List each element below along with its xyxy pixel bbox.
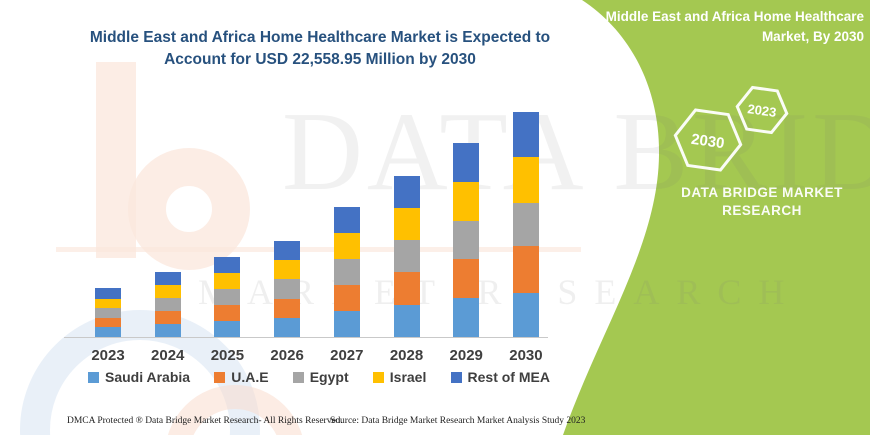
year-label-2023: 2023 [91,347,125,364]
bar-segment [512,157,539,203]
year-label-2025: 2025 [210,347,245,364]
faint-logo-underline [56,247,581,252]
hexagon-2030: 2030 [673,108,743,172]
bar-segment [214,288,241,305]
year-label-2030: 2030 [509,347,543,364]
x-axis-labels: 2023 2024 2025 2026 2027 2028 2029 2030 [88,347,546,364]
bar-segment [453,220,480,260]
bar-segment [333,310,360,337]
bar-segment [95,317,121,328]
legend-label: U.A.E [231,369,269,385]
bar-segment [393,208,420,241]
legend-item: U.A.E [214,369,269,385]
bar-column-2025 [207,257,247,337]
bar-segment [214,273,241,289]
bar-stack [393,175,420,337]
legend-swatch-icon [292,371,304,383]
bar-segment [274,260,301,280]
bar-segment [274,298,301,318]
bar-column-2027 [327,206,367,337]
bar-segment [393,175,420,209]
bar-segment [95,298,121,309]
bar-segment [512,293,539,337]
bar-segment [154,298,181,311]
bar-column-2029 [446,142,486,337]
bar-column-2030 [506,112,546,337]
bar-column-2026 [267,241,307,337]
legend-label: Egypt [309,369,349,385]
legend-item: Israel [372,369,427,385]
bar-segment [512,246,539,294]
legend-label: Saudi Arabia [105,369,191,385]
dmca-notice: DMCA Protected ® Data Bridge Market Rese… [67,416,343,426]
hexagon-2023-label: 2023 [747,101,778,120]
source-note: Source: Data Bridge Market Research Mark… [330,416,586,426]
bar-segment [274,241,301,261]
legend-swatch-icon [88,371,99,383]
bar-segment [453,142,480,182]
legend-swatch-icon [214,371,226,383]
year-label-2028: 2028 [389,347,424,364]
bar-segment [274,279,301,299]
year-label-2026: 2026 [270,347,304,364]
bar-segment [453,259,480,298]
bar-column-2024 [148,272,188,337]
bar-segment [95,308,121,318]
bar-segment [453,181,480,221]
bar-stack [453,142,480,337]
x-axis-line [64,337,548,338]
bar-stack [512,112,539,337]
bar-stack [274,241,301,337]
bar-segment [214,257,241,274]
bar-segment [333,206,360,233]
legend-label: Israel [389,369,427,385]
hexagon-2030-label: 2030 [690,131,725,152]
bar-segment [333,284,360,311]
bar-segment [154,323,181,337]
bar-stack [95,287,121,337]
side-panel-title: Middle East and Africa Home Healthcare M… [605,9,864,44]
bar-segment [95,327,121,337]
bar-chart-plot-area [88,107,546,337]
hexagon-2023: 2023 [735,85,789,135]
year-label-2029: 2029 [449,347,483,364]
bar-segment [333,232,360,259]
year-hexagons: 2030 2023 [673,85,789,172]
legend-swatch-icon [372,371,384,383]
watermark-text-top: DATA BRIDGE [282,90,870,214]
bar-segment [214,320,241,337]
bar-segment [154,310,181,324]
bar-stack [154,272,181,337]
green-panel-shape [563,0,870,435]
bar-segment [393,240,420,273]
legend-item: Egypt [292,369,349,385]
chart-title: Middle East and Africa Home Healthcare M… [89,29,551,68]
bar-segment [154,285,181,299]
bar-stack [214,257,241,337]
bar-segment [453,297,480,337]
bar-segment [512,112,539,158]
bar-segment [274,317,301,337]
bar-segment [393,272,420,305]
legend-item: Saudi Arabia [88,369,190,385]
legend-label: Rest of MEA [467,369,550,385]
chart-legend: Saudi Arabia U.A.E Egypt Israel Rest of MEA [88,369,550,385]
year-label-2027: 2027 [330,347,364,364]
brand-name: DATA BRIDGE MARKET RESEARCH [681,185,843,218]
bar-stack [333,206,360,337]
bar-column-2023 [88,287,128,337]
bar-segment [214,304,241,321]
bar-segment [512,202,539,247]
bar-segment [333,258,360,285]
bar-segment [393,304,420,337]
bar-segment [154,272,181,286]
bar-segment [95,287,121,299]
year-label-2024: 2024 [151,347,185,364]
bar-column-2028 [387,175,427,337]
legend-item: Rest of MEA [450,369,550,385]
legend-swatch-icon [450,371,462,383]
